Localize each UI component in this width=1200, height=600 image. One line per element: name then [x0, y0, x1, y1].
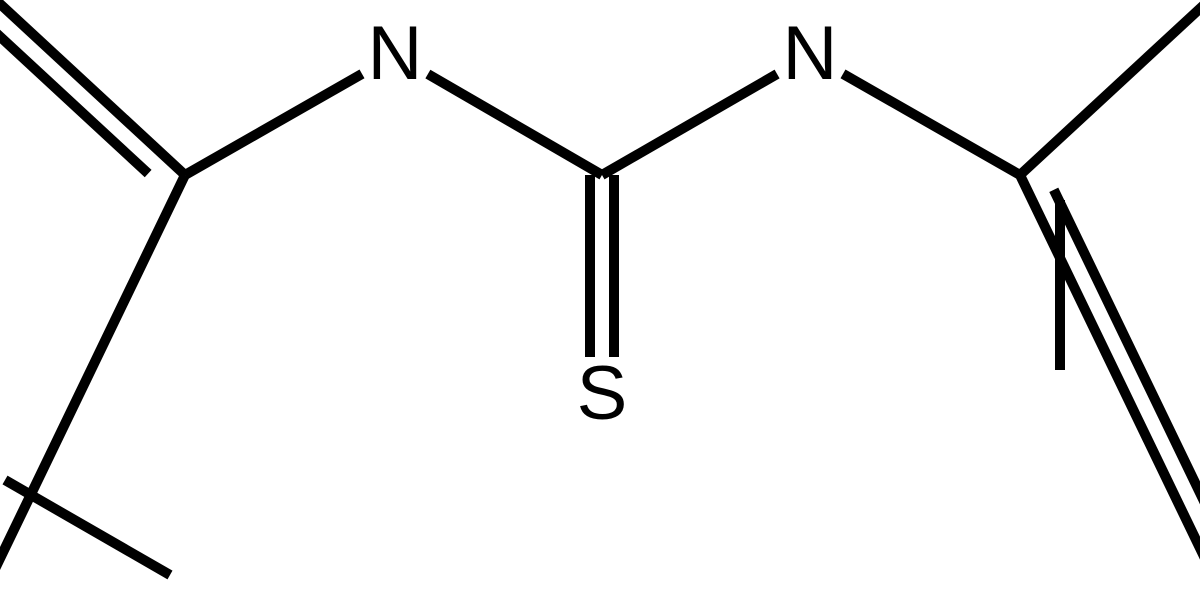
atom-label-n: N: [368, 11, 423, 96]
atom-label-s: S: [577, 351, 628, 436]
molecule-diagram: N N S: [0, 0, 1200, 600]
atom-label-n: N: [783, 11, 838, 96]
